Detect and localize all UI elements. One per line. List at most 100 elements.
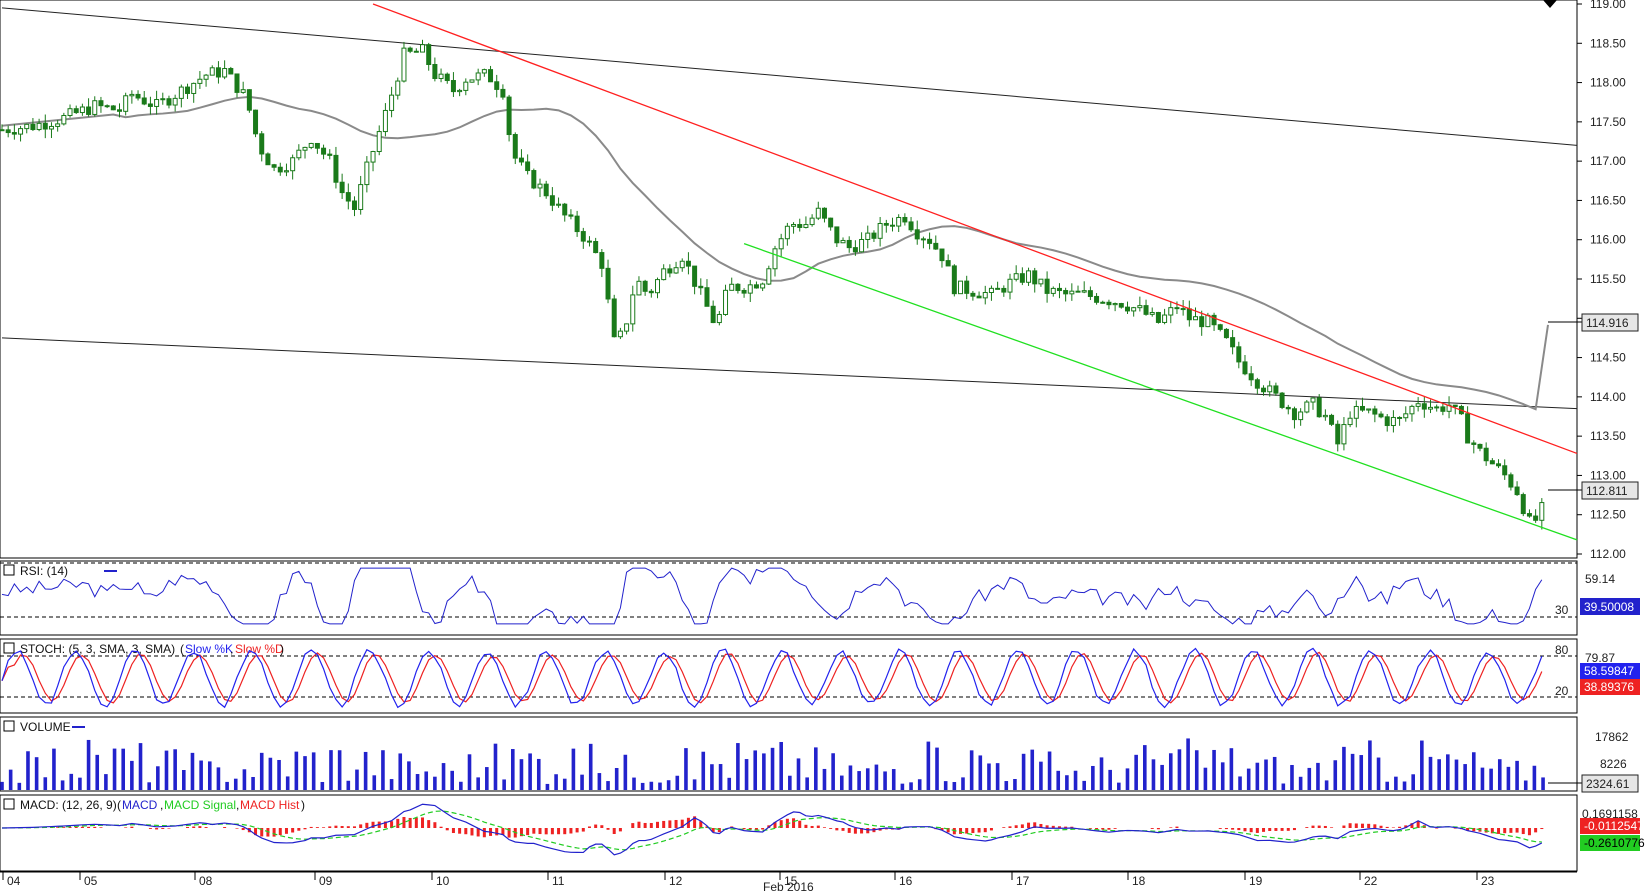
volume-bar <box>580 774 584 790</box>
macd-hist-bar <box>1051 825 1055 828</box>
candle-body <box>1038 278 1044 285</box>
price-tick-label: 112.00 <box>1590 547 1626 561</box>
volume-bar <box>156 766 160 790</box>
macd-hist-bar <box>1033 822 1037 828</box>
candle-body <box>11 132 17 135</box>
candle-body <box>976 295 982 299</box>
macd-hist-bar <box>841 828 845 831</box>
macd-tick: 0.1691158 <box>1582 807 1638 821</box>
candle-body <box>1242 361 1248 375</box>
candle-body <box>1267 385 1273 393</box>
volume-bar <box>138 743 143 790</box>
volume-bar <box>415 774 420 790</box>
macd-hist-bar <box>1330 827 1334 828</box>
volume-bar <box>1220 762 1225 790</box>
macd-hist-bar <box>451 828 455 834</box>
macd-hist-bar <box>971 828 975 834</box>
candle-body <box>1359 405 1365 411</box>
stoch-collapse-icon[interactable] <box>3 642 15 654</box>
green-trendline <box>743 243 1578 541</box>
candle-body <box>1106 301 1112 306</box>
candle-body <box>1322 414 1328 418</box>
candle-body <box>1508 474 1514 488</box>
macd-hist-bar <box>1107 828 1111 830</box>
volume-collapse-icon[interactable] <box>3 720 15 732</box>
volume-bar <box>381 750 385 790</box>
volume-bar <box>1463 764 1467 790</box>
macd-hist-bar <box>587 826 591 828</box>
volume-bar <box>666 780 671 790</box>
macd-hist-bar <box>155 828 159 830</box>
macd-hist-bar <box>1045 825 1049 828</box>
candle-body <box>1162 314 1168 323</box>
macd-hist-bar <box>612 828 616 834</box>
macd-hist-bar <box>1175 826 1179 828</box>
volume-bar <box>571 748 576 790</box>
volume-bar <box>1298 776 1303 790</box>
volume-bar <box>1489 768 1493 790</box>
macd-hist-bar <box>754 828 758 830</box>
candle-body <box>716 313 722 324</box>
macd-hist-bar <box>427 820 431 828</box>
x-tick-label: 04 <box>7 874 21 888</box>
candle-body <box>945 260 951 267</box>
stoch-k-value: 58.59847 <box>1584 664 1634 678</box>
candle-body <box>605 267 611 300</box>
svg-text:(: ( <box>180 642 184 656</box>
candle-body <box>642 280 648 292</box>
candle-body <box>661 268 667 281</box>
macd-hist-bar <box>1218 828 1222 829</box>
volume-bar <box>337 750 342 790</box>
candle-body <box>1291 408 1297 421</box>
macd-hist-bar <box>853 828 857 834</box>
candle-body <box>48 125 54 130</box>
volume-bar <box>762 753 766 790</box>
candle-body <box>1316 397 1322 418</box>
volume-bar <box>1428 756 1433 790</box>
candle-body <box>1124 306 1130 312</box>
volume-bar <box>1229 748 1234 790</box>
candle-body <box>457 89 463 93</box>
macd-hist-bar <box>167 828 171 829</box>
candle-body <box>1273 385 1279 394</box>
volume-bar <box>1402 781 1407 790</box>
macd-hist-bar <box>445 828 449 831</box>
volume-bar <box>1004 781 1009 790</box>
volume-bar <box>701 751 706 790</box>
volume-bar <box>510 749 515 790</box>
volume-bar <box>1082 780 1086 790</box>
macd-hist-bar <box>1262 828 1266 832</box>
macd-hist-bar <box>600 825 604 828</box>
volume-bar <box>675 775 680 790</box>
macd-hist-bar <box>866 828 870 834</box>
volume-bar <box>104 774 108 790</box>
candle-body <box>1223 328 1229 339</box>
stoch-level-80: 80 <box>1555 643 1569 657</box>
volume-bar <box>372 775 377 790</box>
volume-bar <box>1350 753 1355 790</box>
candle-body <box>648 290 654 294</box>
volume-bar <box>814 747 818 790</box>
macd-title: MACD: (12, 26, 9) <box>20 798 117 812</box>
volume-bar <box>1359 755 1364 790</box>
candle-body <box>568 214 574 217</box>
macd-hist-bar <box>1453 828 1457 829</box>
candle-body <box>215 67 221 78</box>
candle-body <box>1434 406 1440 409</box>
candle-body <box>463 81 469 91</box>
macd-hist-bar <box>748 828 752 830</box>
candle-body <box>1044 278 1050 294</box>
macd-collapse-icon[interactable] <box>3 798 15 810</box>
candle-body <box>698 285 704 289</box>
candle-body <box>1409 405 1415 415</box>
macd-hist-bar <box>99 827 103 828</box>
candle-body <box>549 195 555 206</box>
macd-hist-bar <box>1150 828 1154 829</box>
volume-bar <box>935 747 939 790</box>
macd-hist-bar <box>346 826 350 828</box>
macd-label: MACD <box>122 798 158 812</box>
macd-hist-bar <box>1224 828 1228 830</box>
candle-body <box>1440 406 1446 412</box>
rsi-collapse-icon[interactable] <box>3 564 15 576</box>
price-tick-label: 119.00 <box>1590 0 1626 11</box>
